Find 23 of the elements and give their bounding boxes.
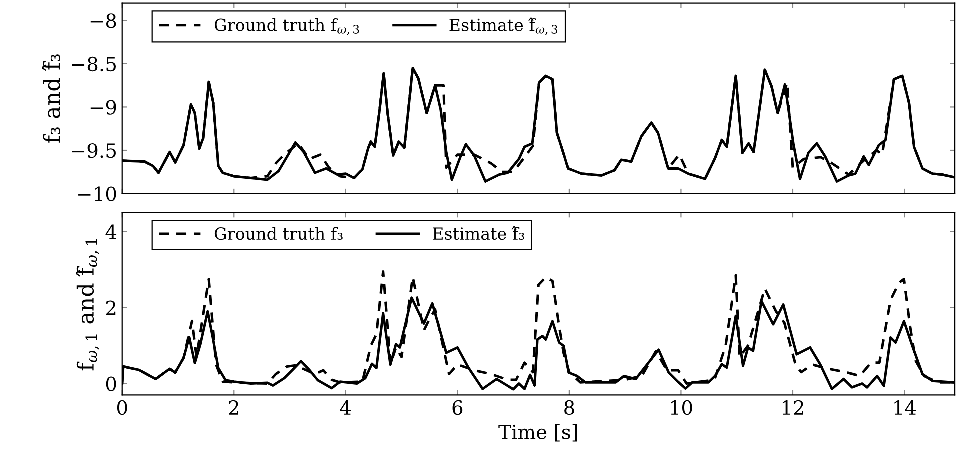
x-tick-label: 2: [229, 400, 238, 415]
x-tick-label: 12: [782, 400, 804, 415]
x-tick-label: 0: [117, 400, 128, 416]
legend-label: Ground truth f₃: [214, 227, 343, 240]
x-tick-label: 6: [452, 400, 463, 416]
y-tick-label: −8: [90, 14, 116, 28]
y-tick-label: −8.5: [72, 56, 116, 72]
x-axis-title: Time [s]: [498, 424, 578, 442]
x-tick-label: 4: [340, 400, 352, 415]
y-axis-title: f$_{ω,1}$ and f̂$_{ω,1}$: [76, 239, 100, 371]
y-tick-label: 2: [106, 300, 116, 316]
y-tick-label: −10: [78, 186, 116, 202]
y-tick-label: −9: [90, 100, 116, 115]
y-axis-title: f₃ and f̂₃: [42, 54, 60, 143]
x-tick-label: 10: [671, 400, 692, 416]
x-tick-label: 8: [564, 400, 574, 416]
y-tick-label: 0: [106, 376, 116, 392]
y-tick-label: −9.5: [72, 143, 116, 158]
y-tick-label: 4: [106, 224, 117, 240]
x-tick-label: 14: [894, 400, 916, 415]
legend-label: Ground truth f$_{ω,3}$: [214, 18, 360, 36]
legend-label: Estimate f̂₃: [432, 226, 524, 240]
legend-label: Estimate f̂$_{ω,3}$: [450, 18, 558, 36]
